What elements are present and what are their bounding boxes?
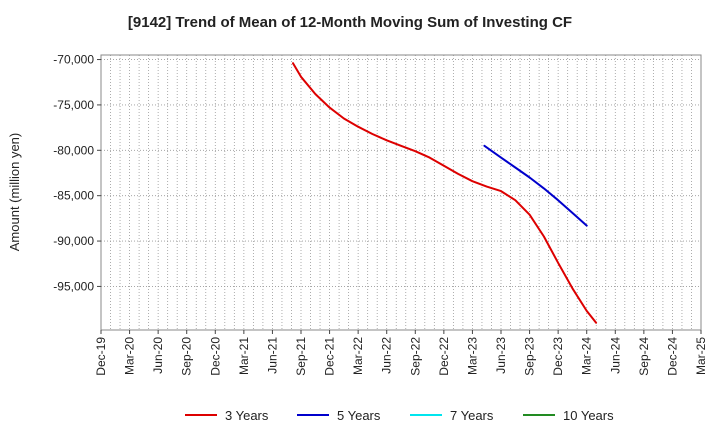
y-axis: -70,000 -75,000 -80,000 -85,000 -90,000 -95,0… [53, 53, 101, 293]
grid-lines [100, 55, 702, 330]
x-tick-label: Dec-19 [94, 337, 108, 376]
x-tick-label: Jun-21 [265, 337, 279, 374]
series-line-3-years [292, 62, 598, 324]
x-tick-label: Mar-24 [580, 337, 594, 375]
x-tick-label: Mar-25 [694, 337, 708, 375]
x-tick-label: Dec-21 [323, 337, 337, 376]
x-tick-label: Jun-23 [494, 337, 508, 374]
legend-label: 7 Years [450, 408, 494, 423]
legend-item-3-years[interactable]: 3 Years [185, 408, 269, 423]
x-tick-label: Sep-24 [637, 337, 651, 376]
legend-label: 3 Years [225, 408, 269, 423]
x-tick-label: Sep-22 [408, 337, 422, 376]
x-tick-label: Mar-21 [237, 337, 251, 375]
y-tick-label: -85,000 [53, 189, 94, 203]
plot-background [101, 55, 701, 330]
y-tick-label: -95,000 [53, 279, 94, 293]
x-tick-label: Dec-24 [665, 337, 679, 376]
y-tick-label: -90,000 [53, 234, 94, 248]
series-line-5-years [483, 144, 588, 227]
x-tick-label: Sep-21 [294, 337, 308, 376]
x-tick-label: Sep-20 [180, 337, 194, 376]
x-tick-label: Dec-20 [208, 337, 222, 376]
x-tick-label: Mar-23 [465, 337, 479, 375]
x-axis: Dec-19 Mar-20 Jun-20 Sep-20 Dec-20 Mar-21 Jun-… [94, 330, 708, 376]
x-tick-label: Sep-23 [523, 337, 537, 376]
chart-title: [9142] Trend of Mean of 12-Month Moving … [128, 14, 572, 31]
x-tick-label: Jun-20 [151, 337, 165, 374]
x-tick-label: Jun-24 [608, 337, 622, 374]
x-tick-label: Mar-22 [351, 337, 365, 375]
y-tick-label: -75,000 [53, 98, 94, 112]
legend-label: 10 Years [563, 408, 614, 423]
legend-label: 5 Years [337, 408, 381, 423]
x-tick-label: Dec-22 [437, 337, 451, 376]
x-tick-label: Mar-20 [123, 337, 137, 375]
y-axis-label: Amount (million yen) [7, 133, 22, 252]
legend-item-7-years[interactable]: 7 Years [410, 408, 494, 423]
legend-item-10-years[interactable]: 10 Years [523, 408, 614, 423]
legend-item-5-years[interactable]: 5 Years [297, 408, 381, 423]
legend[interactable]: 3 Years 5 Years 7 Years 10 Years [185, 408, 614, 423]
x-tick-label: Dec-23 [551, 337, 565, 376]
x-tick-label: Jun-22 [380, 337, 394, 374]
plot-frame [100, 54, 702, 331]
y-tick-label: -80,000 [53, 143, 94, 157]
y-tick-label: -70,000 [53, 53, 94, 67]
series-lines [292, 62, 598, 324]
